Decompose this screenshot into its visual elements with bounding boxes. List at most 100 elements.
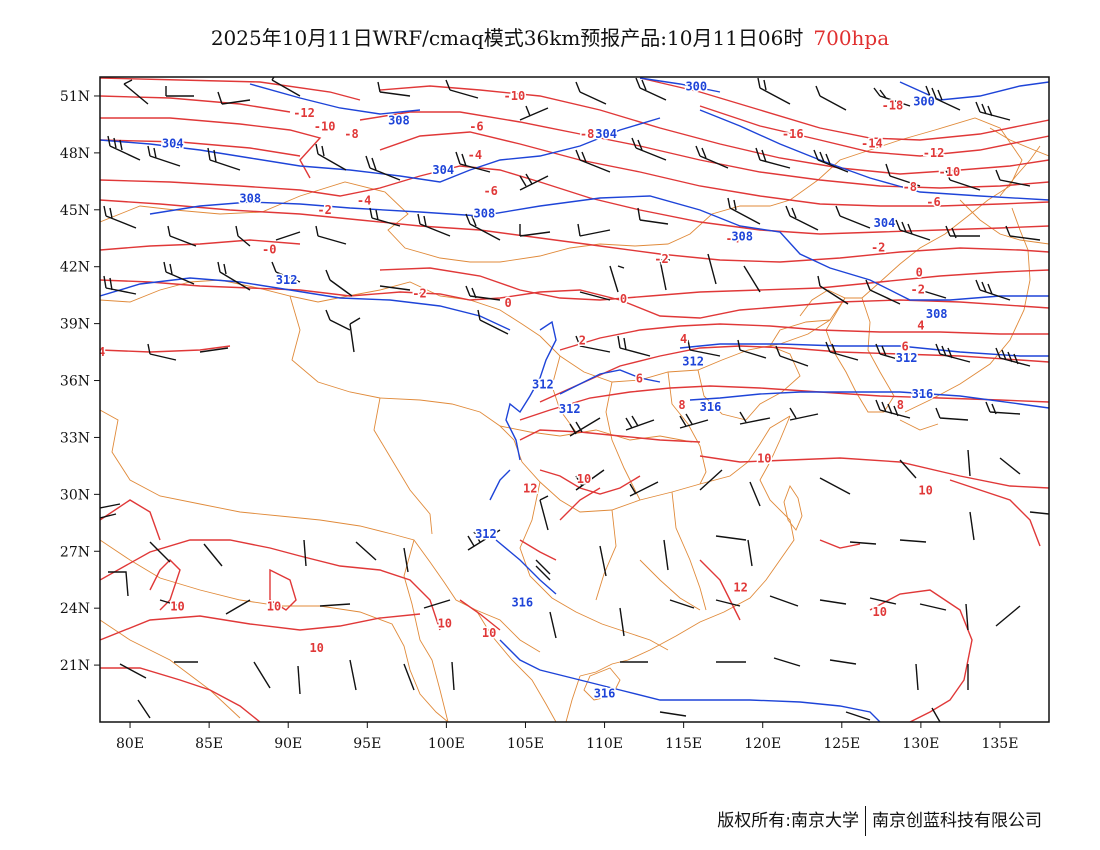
wind-barb: [739, 411, 771, 425]
wind-barb: [899, 539, 927, 543]
wind-barb: [207, 147, 241, 171]
wind-barb: [137, 699, 151, 719]
geopotential-label: 312: [276, 273, 298, 287]
wind-barb: [103, 205, 137, 229]
isotherm-6: [539, 345, 1049, 403]
wind-barb: [519, 105, 549, 121]
isotherm-label: -10: [504, 89, 526, 103]
geopotential-label: 316: [511, 595, 533, 609]
geopotential-label: 312: [896, 351, 918, 365]
contour-312: [100, 277, 1049, 461]
wind-barb: [769, 595, 799, 607]
isotherm-labels: -10-12-10-8-6-8 -16-18-14-12-10-4-6-4-2-8…: [98, 87, 962, 656]
copyright-company: 南京创蓝科技有限公司: [872, 811, 1042, 831]
wind-barb: [575, 469, 605, 491]
wind-barb: [455, 151, 491, 173]
isotherm-label: -10: [314, 119, 336, 133]
geopotential-label: 304: [595, 127, 617, 141]
wind-barb: [465, 285, 501, 301]
wind-barb: [535, 559, 551, 581]
wind-barb: [349, 659, 357, 691]
lon-tick-label: 80E: [116, 736, 144, 752]
geopotential-label: 300: [685, 79, 707, 93]
wind-barb: [849, 541, 877, 545]
wind-barb: [519, 224, 551, 237]
geopotential-layer: [100, 77, 1049, 722]
wind-barb: [919, 289, 947, 299]
isotherm-minus-2: [100, 199, 1049, 263]
isotherm-label: -6: [469, 119, 483, 133]
wind-barb: [829, 659, 857, 665]
wind-barb: [969, 511, 975, 541]
lon-tick-label: 95E: [353, 736, 381, 752]
wind-barb: [619, 607, 625, 637]
wind-barbs-layer: [100, 77, 1049, 722]
wind-barb: [845, 711, 871, 721]
wind-barb: [315, 143, 347, 171]
isotherm-label: -6: [483, 184, 497, 198]
isotherm-label: -18: [882, 98, 904, 112]
geopotential-label: 312: [475, 527, 497, 541]
internal-borders-7: [551, 355, 747, 611]
isotherm-label: 8: [897, 398, 904, 412]
wind-barb: [271, 261, 301, 283]
wind-barb: [167, 225, 197, 247]
wind-barb: [199, 347, 229, 353]
lat-tick-label: 33N: [60, 430, 90, 446]
taiwan-outline: [783, 485, 803, 531]
wind-barb: [235, 225, 251, 247]
wind-barb: [577, 223, 611, 237]
geopotential-label: 308: [474, 207, 496, 221]
lon-tick-label: 135E: [981, 736, 1018, 752]
wind-barb: [875, 399, 911, 419]
isotherm-10-tropics: [100, 479, 1041, 722]
isotherm-label: -10: [939, 165, 961, 179]
wind-barb: [575, 149, 611, 173]
lat-tick-label: 51N: [60, 89, 90, 105]
wind-barb: [945, 225, 980, 239]
wind-barb: [107, 135, 141, 161]
lon-tick-label: 100E: [428, 736, 465, 752]
geopotential-label: 312: [682, 355, 704, 369]
isotherm-label: 4: [917, 319, 924, 333]
isotherm-label: 4: [98, 345, 105, 359]
geopotential-label: 304: [162, 136, 184, 150]
wind-barb: [995, 169, 1031, 187]
india-outline: [100, 539, 449, 722]
isotherms-layer: [100, 77, 1049, 722]
lon-tick-label: 130E: [902, 736, 939, 752]
wind-barb: [773, 657, 801, 667]
wind-barb: [325, 269, 353, 297]
geopotential-label: 308: [388, 114, 410, 128]
hainan-outline: [583, 667, 621, 701]
isotherm-label: -0: [262, 243, 276, 257]
latitude-axis: 21N 24N 27N 30N 33N 36N 39N 42N 45N 48N 51N: [60, 89, 100, 674]
wind-barb: [403, 547, 409, 573]
isotherm-label: 10: [873, 605, 887, 619]
isotherm-label: -14: [861, 136, 883, 150]
wind-barb: [789, 407, 819, 421]
isotherm-10-south: [100, 499, 501, 631]
wind-barb: [625, 415, 655, 431]
isotherm-label: 10: [918, 484, 932, 498]
wind-barb: [369, 207, 401, 227]
lat-tick-label: 24N: [60, 601, 90, 617]
wind-barb: [743, 265, 761, 293]
wind-barb: [749, 481, 761, 507]
wind-barb: [217, 261, 251, 291]
wind-barb: [747, 539, 753, 567]
geopotential-label: 316: [594, 687, 616, 701]
wind-barb: [147, 343, 177, 361]
wind-barb: [355, 541, 377, 561]
isotherm-label: -4: [468, 148, 482, 162]
isotherm-label: 10: [438, 616, 452, 630]
footer-separator: [865, 806, 866, 836]
wind-barb: [108, 571, 129, 597]
isotherm-label: 6: [636, 372, 643, 386]
wind-barb: [925, 85, 961, 111]
wind-barb: [775, 345, 809, 367]
wind-barb: [163, 261, 195, 285]
wind-barb: [165, 86, 194, 97]
wind-barb: [873, 87, 911, 107]
geopotential-label: 312: [559, 402, 581, 416]
